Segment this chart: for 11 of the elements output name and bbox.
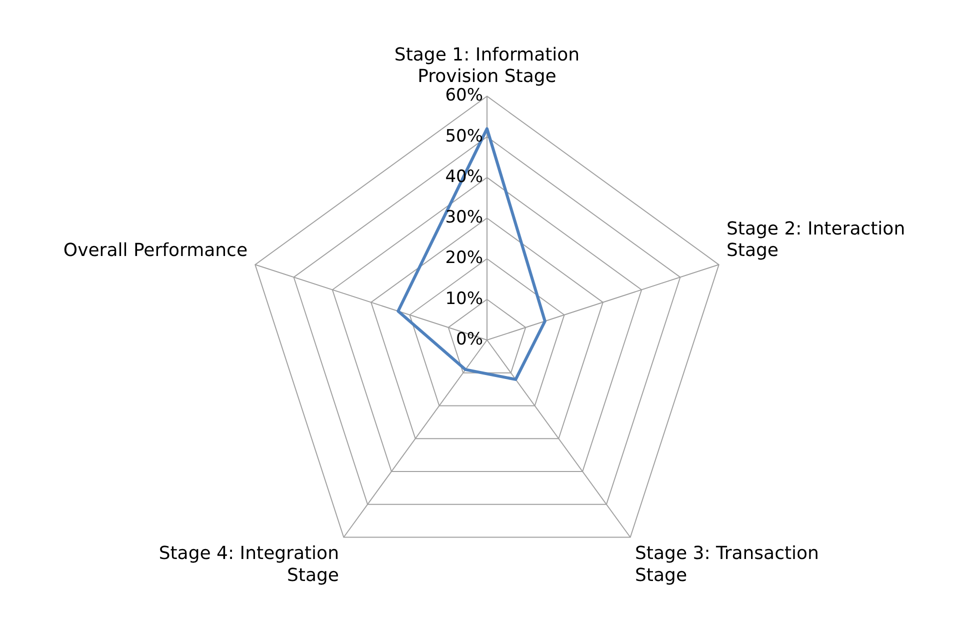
y-tick-label: 60% xyxy=(445,86,483,106)
y-tick-label: 0% xyxy=(456,329,483,350)
spoke-label: Overall Performance xyxy=(63,240,248,262)
y-tick-label: 30% xyxy=(445,208,483,228)
spoke-label: Stage 3: Transaction Stage xyxy=(635,543,819,586)
y-tick-label: 20% xyxy=(445,248,483,268)
spoke-label: Stage 4: Integration Stage xyxy=(158,543,339,586)
spoke-label: Stage 2: Interaction Stage xyxy=(726,218,906,262)
y-tick-label: 10% xyxy=(445,288,483,309)
spoke-label: Stage 1: Information Provision Stage xyxy=(394,44,580,88)
y-tick-label: 50% xyxy=(445,126,483,146)
